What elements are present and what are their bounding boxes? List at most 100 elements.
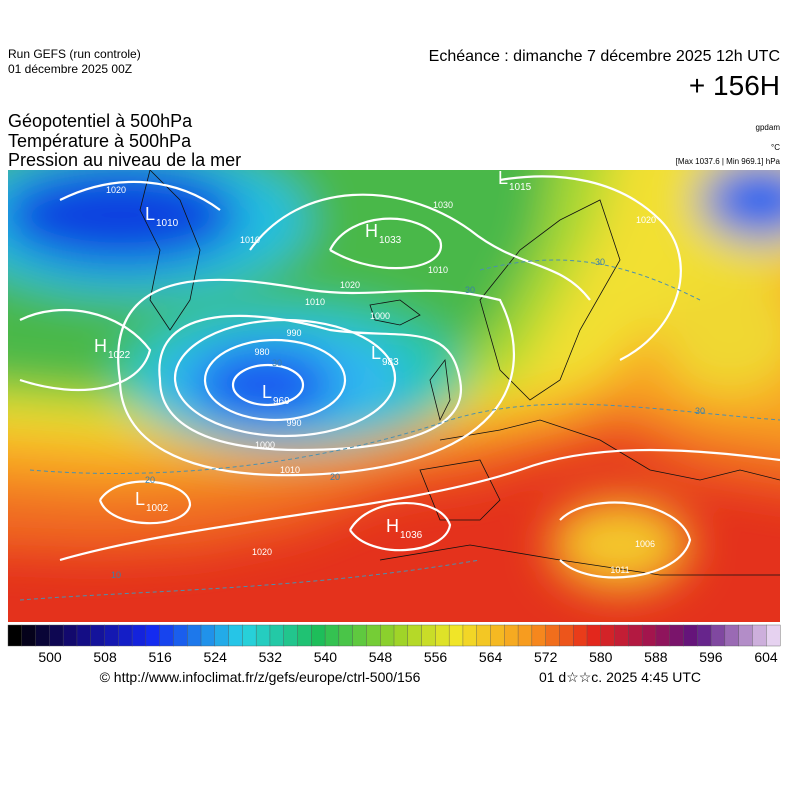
colorbar-swatch <box>531 624 547 647</box>
temperature-label: 10 <box>111 570 121 580</box>
colorbar-swatch <box>228 624 243 647</box>
colorbar-swatch <box>393 624 409 647</box>
isobar-label: 1020 <box>636 215 656 225</box>
colorbar-tick-label: 508 <box>93 649 117 665</box>
center-type: H <box>365 221 378 241</box>
colorbar-swatch <box>173 624 188 647</box>
isobar-label: 1000 <box>255 440 275 450</box>
unit: gpdam <box>756 123 781 132</box>
colorbar-swatch <box>476 624 492 647</box>
colorbar-swatch <box>573 624 588 647</box>
field: Température à 500hPa <box>8 131 192 151</box>
colorbar-swatch <box>269 624 285 647</box>
colorbar-tick-label: 556 <box>424 649 448 665</box>
colorbar-swatch <box>297 624 312 647</box>
colorbar-swatch <box>462 624 478 647</box>
temperature-label: 20 <box>330 472 340 482</box>
colorbar-swatch <box>559 624 574 647</box>
center-type: L <box>145 204 155 224</box>
center-type: H <box>94 336 107 356</box>
colorbar-swatch <box>600 624 616 647</box>
colorbar-swatch <box>118 624 133 647</box>
colorbar-tick-label: 572 <box>534 649 558 665</box>
colorbar-swatch <box>655 624 671 647</box>
isobar-label: 990 <box>286 418 301 428</box>
colorbar-swatch <box>311 624 326 647</box>
colorbar-swatch <box>641 624 657 647</box>
colorbar-tick-label: 604 <box>754 649 778 665</box>
colorbar-swatch <box>586 624 602 647</box>
colorbar-swatch <box>380 624 395 647</box>
colorbar-swatch <box>504 624 519 647</box>
isobar-label: 1020 <box>106 185 126 195</box>
valid-time: Echéance : dimanche 7 décembre 2025 12h … <box>429 48 780 65</box>
isobar-label: 1010 <box>240 235 260 245</box>
isotherms <box>19 259 780 601</box>
colorbar-swatch <box>545 624 560 647</box>
run: Run GEFS (run controle) <box>8 47 141 61</box>
colorbar-swatch <box>683 624 698 647</box>
pressure-range: [Max 1037.6 | Min 969.1] hPa <box>676 157 781 166</box>
center-pressure: 983 <box>382 357 399 368</box>
colorbar-swatch <box>752 624 767 647</box>
colorbar-swatch <box>7 624 23 647</box>
isobar-label: 1010 <box>280 465 300 475</box>
colorbar-tick-label: 516 <box>148 649 172 665</box>
isobar-label: 990 <box>286 328 301 338</box>
center-type: L <box>371 343 381 363</box>
center-pressure: 1002 <box>146 503 169 514</box>
isobar-label: 980 <box>254 347 269 357</box>
colorbar-swatch <box>159 624 174 647</box>
colorbar-swatch <box>35 624 50 647</box>
colorbar-swatch <box>517 624 533 647</box>
colorbar-swatch <box>62 624 78 647</box>
temperature-label: 20 <box>145 475 155 485</box>
colorbar-swatch <box>710 624 726 647</box>
colorbar-swatch <box>697 624 712 647</box>
isobar-label: 1000 <box>370 311 390 321</box>
colorbar-swatch <box>338 624 354 647</box>
center-type: L <box>262 382 272 402</box>
colorbar-swatch <box>49 624 64 647</box>
colorbar-tick-label: 596 <box>699 649 723 665</box>
colorbar-swatch <box>614 624 629 647</box>
colorbar-swatch <box>435 624 450 647</box>
center-type: H <box>386 516 399 536</box>
source: © http://www.infoclimat.fr/z/gefs/europe… <box>100 669 421 685</box>
temperature-label: 30 <box>595 257 605 267</box>
colorbar-tick-label: 548 <box>369 649 393 665</box>
colorbar-swatch <box>669 624 685 647</box>
colorbar-swatch <box>352 624 367 647</box>
isobar-label: 1010 <box>428 265 448 275</box>
run-date: 01 décembre 2025 00Z <box>8 62 132 76</box>
isobar-label: 1010 <box>305 297 325 307</box>
center-pressure: 1036 <box>400 530 423 541</box>
isobar-label: 1020 <box>252 547 272 557</box>
temperature-label: 30 <box>695 406 705 416</box>
isobar-label: 1011 <box>610 565 629 575</box>
colorbar-swatch <box>90 624 106 647</box>
lead-time: + 156H <box>689 70 780 101</box>
center-pressure: 1033 <box>379 235 402 246</box>
colorbar-tick-label: 532 <box>259 649 283 665</box>
colorbar-swatch <box>145 624 161 647</box>
center-pressure: 969 <box>273 396 290 407</box>
generated: 01 d☆☆c. 2025 4:45 UTC <box>539 669 701 685</box>
colorbar-swatch <box>366 624 381 647</box>
isobar-label: 1030 <box>433 200 453 210</box>
colorbar-swatch <box>738 624 753 647</box>
isobar-label: 1006 <box>635 539 655 549</box>
center-pressure: 1022 <box>108 350 131 361</box>
center-type: L <box>135 489 145 509</box>
isobar-label: 1020 <box>340 280 360 290</box>
colorbar-tick-label: 500 <box>38 649 62 665</box>
field: Géopotentiel à 500hPa <box>8 111 193 131</box>
colorbar-swatch <box>407 624 423 647</box>
colorbar-swatch <box>448 624 464 647</box>
colorbar-swatch <box>255 624 271 647</box>
colorbar-swatch <box>490 624 505 647</box>
colorbar-swatch <box>628 624 643 647</box>
unit: °C <box>771 143 780 152</box>
